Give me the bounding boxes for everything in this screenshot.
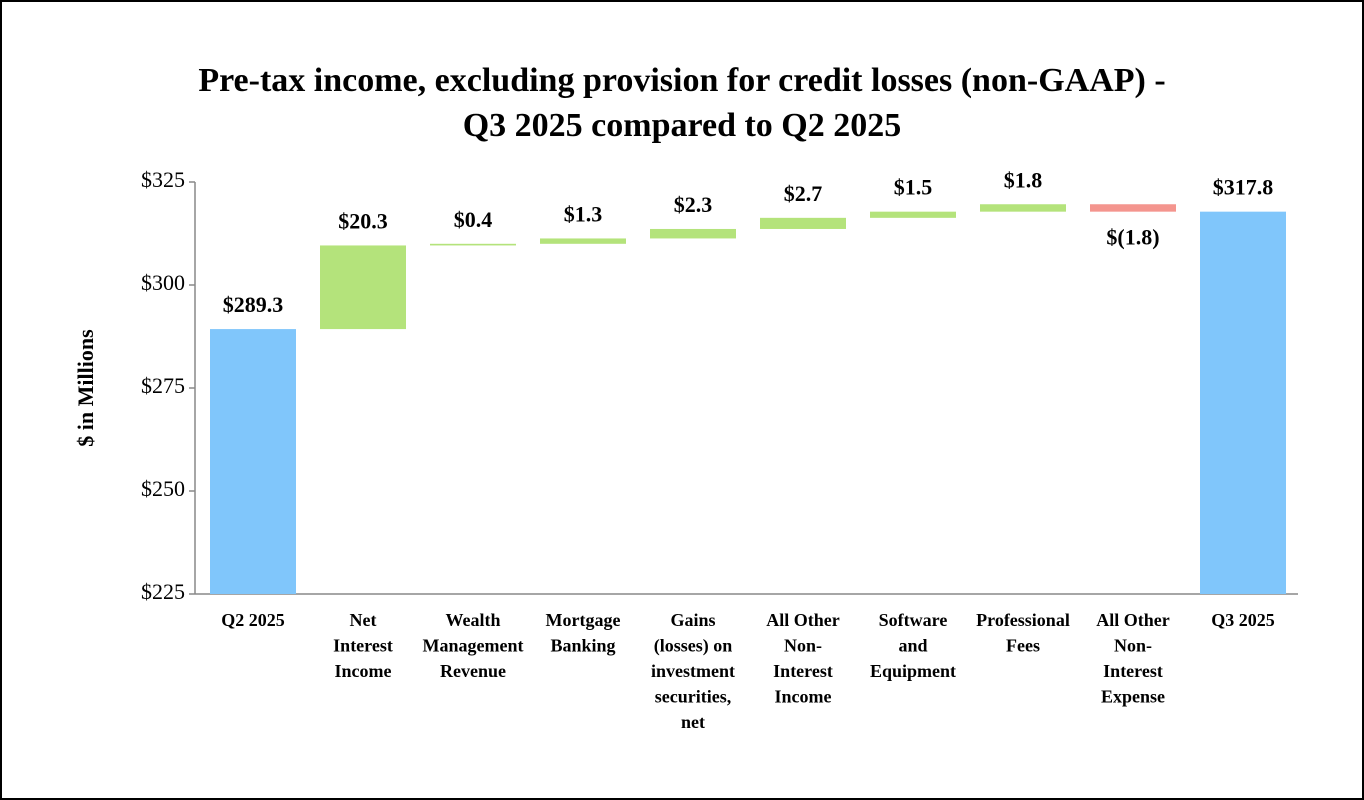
x-tick-label: Interest — [1103, 661, 1163, 681]
bar — [760, 217, 846, 229]
x-tick-label: (losses) on — [654, 636, 733, 657]
data-label: $(1.8) — [1106, 225, 1159, 250]
x-tick-label: Equipment — [870, 661, 956, 681]
x-tick-label: Software — [879, 610, 948, 630]
y-tick-label: $275 — [141, 373, 185, 398]
x-tick-label: investment — [651, 661, 735, 681]
data-label: $0.4 — [454, 207, 493, 232]
x-tick-label: net — [681, 712, 705, 732]
bar — [320, 245, 406, 330]
data-label: $317.8 — [1213, 175, 1274, 200]
y-tick-label: $250 — [141, 476, 185, 501]
x-tick-label: All Other — [766, 610, 840, 630]
bar — [980, 204, 1066, 212]
x-tick-label: Income — [335, 661, 392, 681]
x-tick-label: Interest — [333, 636, 393, 656]
x-tick-label: Management — [423, 636, 524, 656]
bar — [210, 329, 296, 594]
data-label: $1.3 — [564, 201, 603, 226]
data-label: $289.3 — [223, 292, 284, 317]
x-tick-label: Q3 2025 — [1211, 610, 1275, 630]
x-tick-label: Mortgage — [546, 610, 621, 630]
y-tick-label: $325 — [141, 167, 185, 192]
data-label: $1.8 — [1004, 167, 1043, 192]
data-label: $1.5 — [894, 175, 933, 200]
x-tick-label: and — [898, 636, 927, 656]
bar — [650, 228, 736, 239]
bar — [430, 243, 516, 246]
y-axis-label: $ in Millions — [73, 329, 98, 447]
x-tick-label: Fees — [1006, 636, 1040, 656]
bar — [870, 211, 956, 218]
y-tick-label: $225 — [141, 579, 185, 604]
bar — [1090, 204, 1176, 212]
x-tick-label: Non- — [1114, 636, 1152, 656]
x-tick-label: Professional — [976, 610, 1070, 630]
bar — [1200, 211, 1286, 594]
x-tick-label: Revenue — [440, 661, 506, 681]
data-label: $2.3 — [674, 192, 713, 217]
bar — [540, 238, 626, 244]
x-tick-label: securities, — [655, 687, 731, 707]
data-label: $2.7 — [784, 181, 823, 206]
x-tick-label: All Other — [1096, 610, 1170, 630]
y-tick-label: $300 — [141, 270, 185, 295]
x-tick-label: Q2 2025 — [221, 610, 285, 630]
x-tick-label: Non- — [784, 636, 822, 656]
data-label: $20.3 — [338, 208, 388, 233]
x-tick-label: Income — [775, 687, 832, 707]
x-tick-label: Banking — [550, 636, 615, 656]
x-tick-label: Net — [350, 610, 377, 630]
x-tick-label: Gains — [670, 610, 715, 630]
x-tick-label: Expense — [1101, 687, 1165, 707]
chart-title: Q3 2025 compared to Q2 2025 — [463, 107, 902, 144]
x-tick-label: Interest — [773, 661, 833, 681]
chart-title: Pre-tax income, excluding provision for … — [198, 62, 1165, 99]
x-tick-label: Wealth — [445, 610, 500, 630]
